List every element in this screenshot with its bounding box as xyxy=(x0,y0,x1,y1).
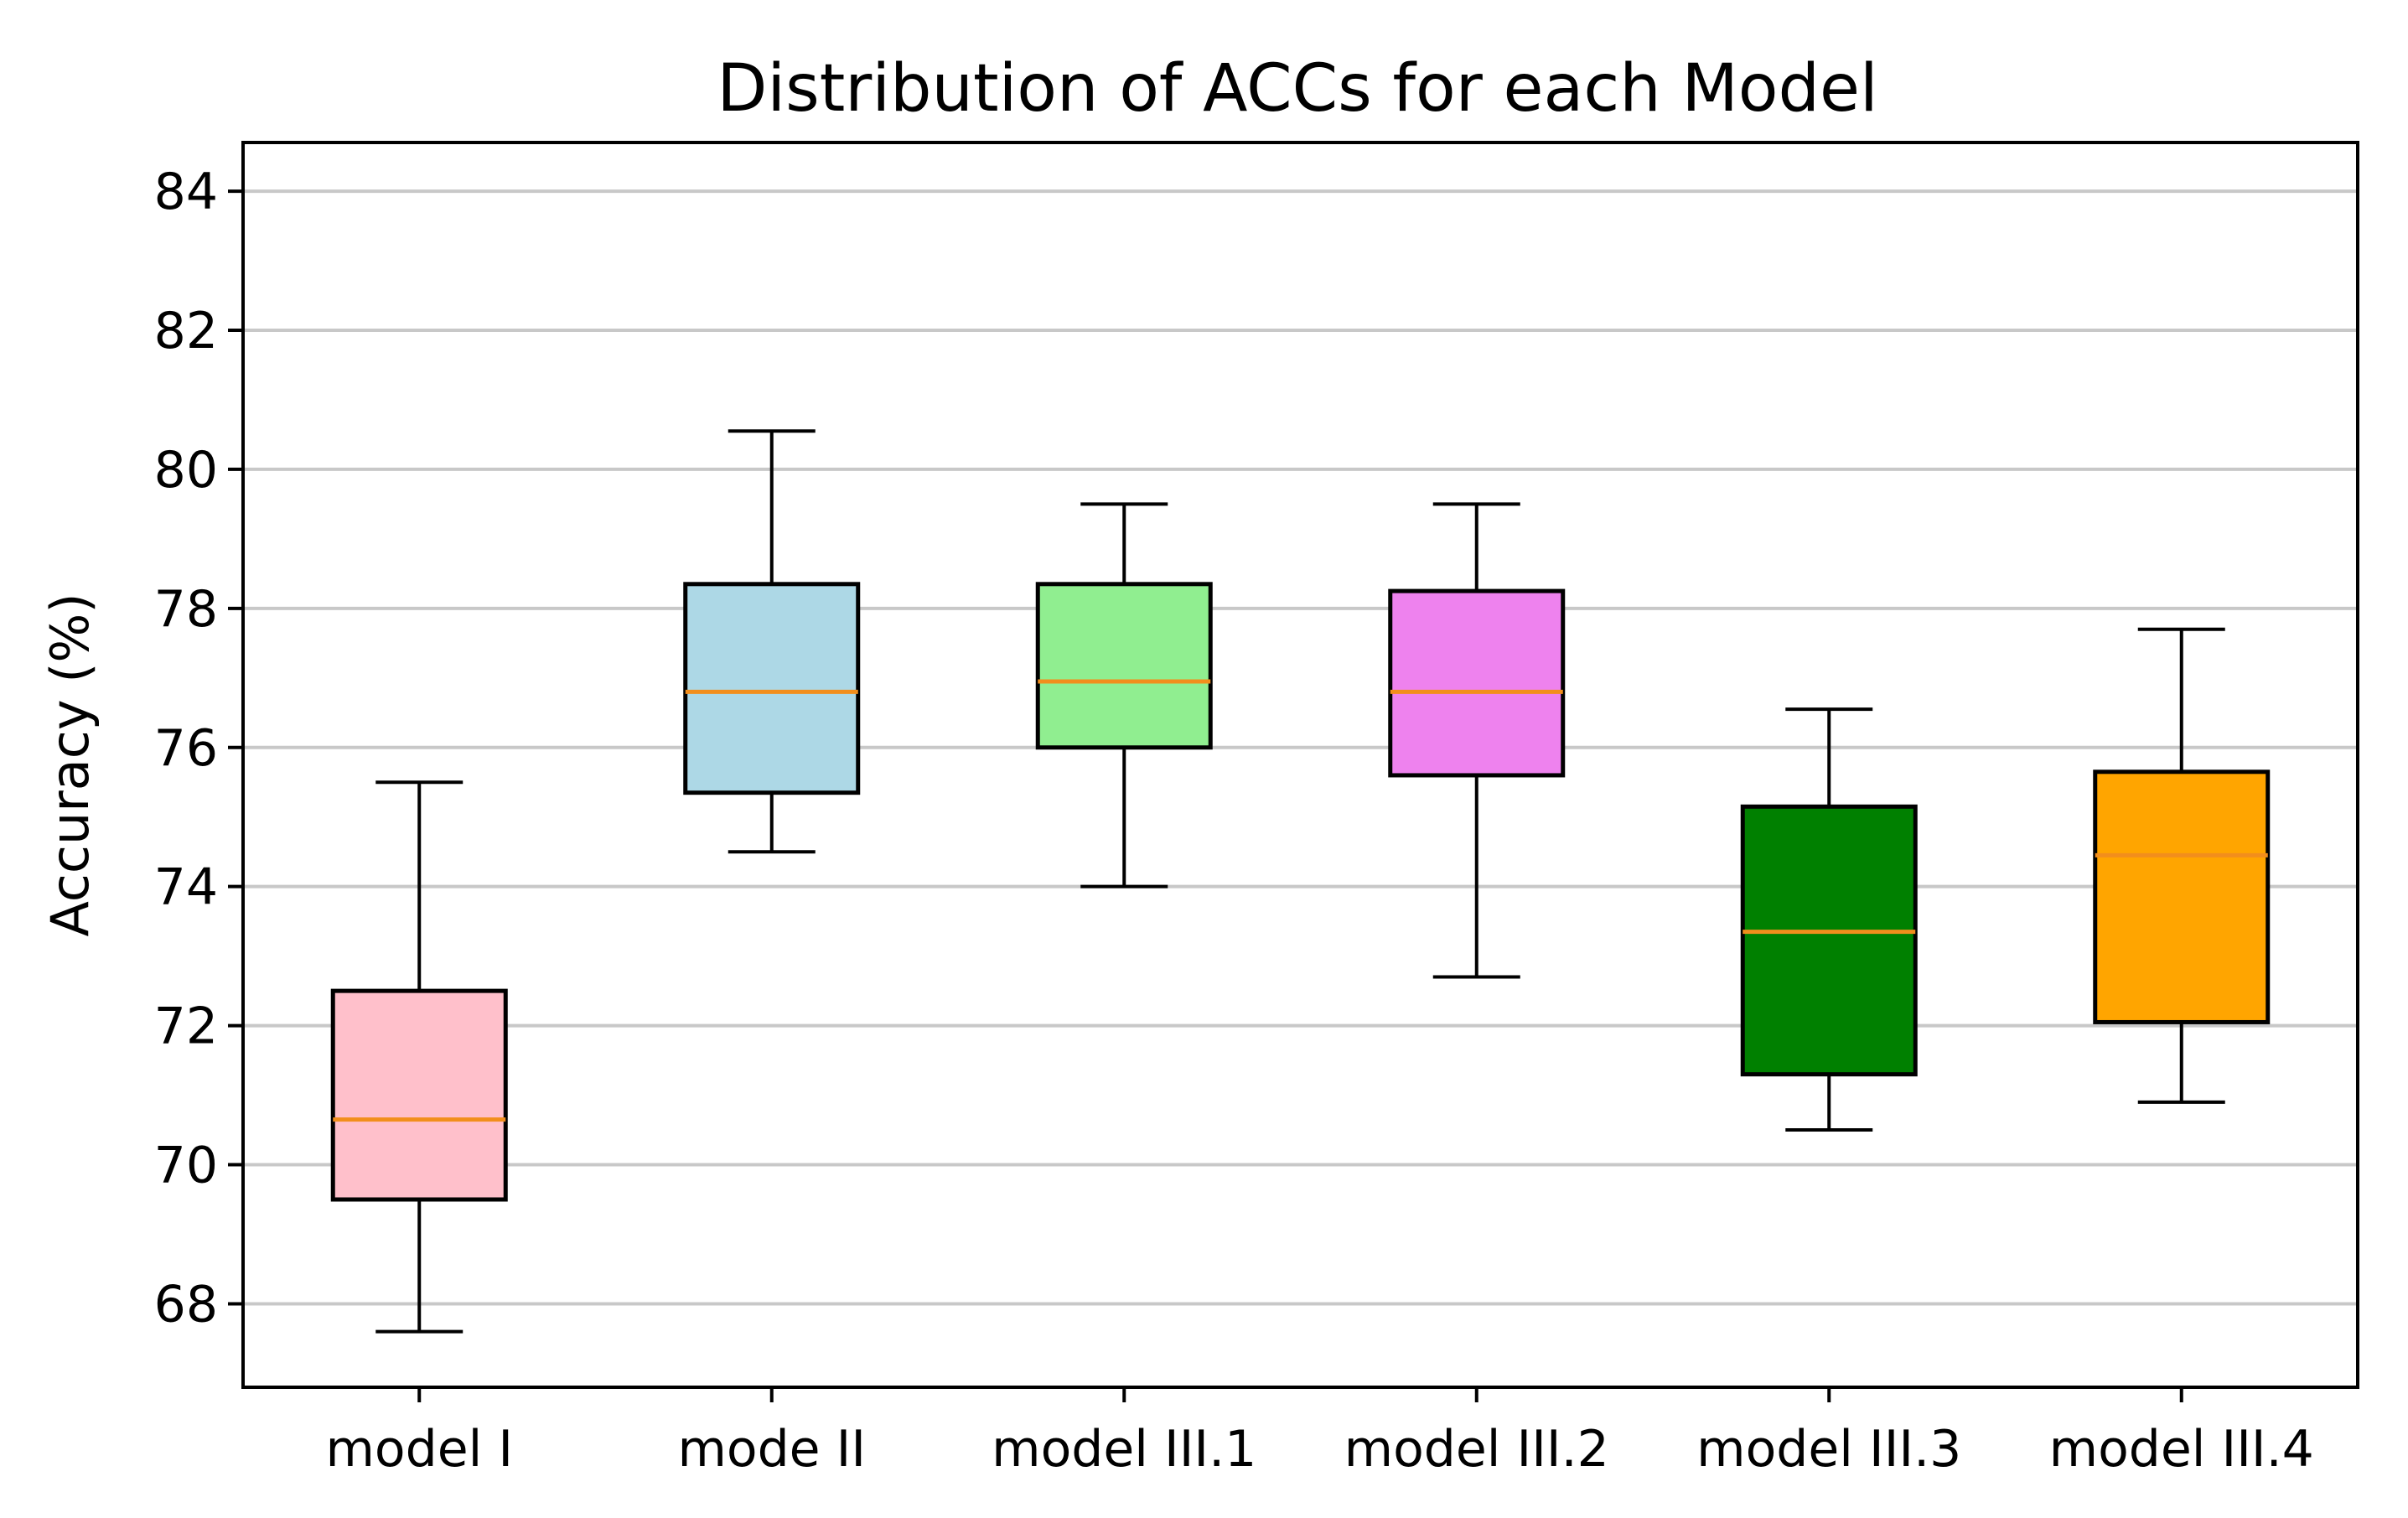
box-iqr xyxy=(330,988,508,1202)
chart-title: Distribution of ACCs for each Model xyxy=(717,51,1877,127)
y-tick-label: 80 xyxy=(154,441,218,500)
y-axis-label: Accuracy (%) xyxy=(39,593,101,936)
box-iqr xyxy=(1388,588,1566,778)
grid-lines xyxy=(243,189,2358,1306)
box-group xyxy=(1740,707,1918,1132)
y-tick-label: 76 xyxy=(154,719,218,778)
y-tick-label: 72 xyxy=(154,997,218,1056)
x-tick-label: model I xyxy=(325,1420,513,1479)
y-tick-label: 74 xyxy=(154,858,218,917)
box-iqr xyxy=(1035,582,1213,750)
y-tick-label: 78 xyxy=(154,580,218,639)
box-group xyxy=(330,780,508,1334)
box-series xyxy=(330,429,2271,1334)
x-tick-label: model III.3 xyxy=(1696,1420,1961,1479)
box-group xyxy=(2093,627,2271,1104)
y-tick-label: 82 xyxy=(154,302,218,360)
box-group xyxy=(1388,502,1566,979)
y-tick-label: 70 xyxy=(154,1137,218,1195)
y-tick-label: 68 xyxy=(154,1275,218,1334)
axes: 68 70 72 74 76 78 80 82 84 model I mode II model II… xyxy=(154,163,2314,1479)
x-tick-label: model III.1 xyxy=(992,1420,1256,1479)
plot-frame xyxy=(241,141,2359,1389)
x-tick-label: mode II xyxy=(677,1420,866,1479)
x-tick-label: model III.2 xyxy=(1344,1420,1609,1479)
box-group xyxy=(1035,502,1213,889)
x-tick-label: model III.4 xyxy=(2049,1420,2314,1479)
box-iqr xyxy=(1740,804,1918,1077)
y-tick-label: 84 xyxy=(154,163,218,221)
box-group xyxy=(683,429,861,854)
box-iqr xyxy=(683,582,861,795)
box-iqr xyxy=(2093,769,2271,1024)
